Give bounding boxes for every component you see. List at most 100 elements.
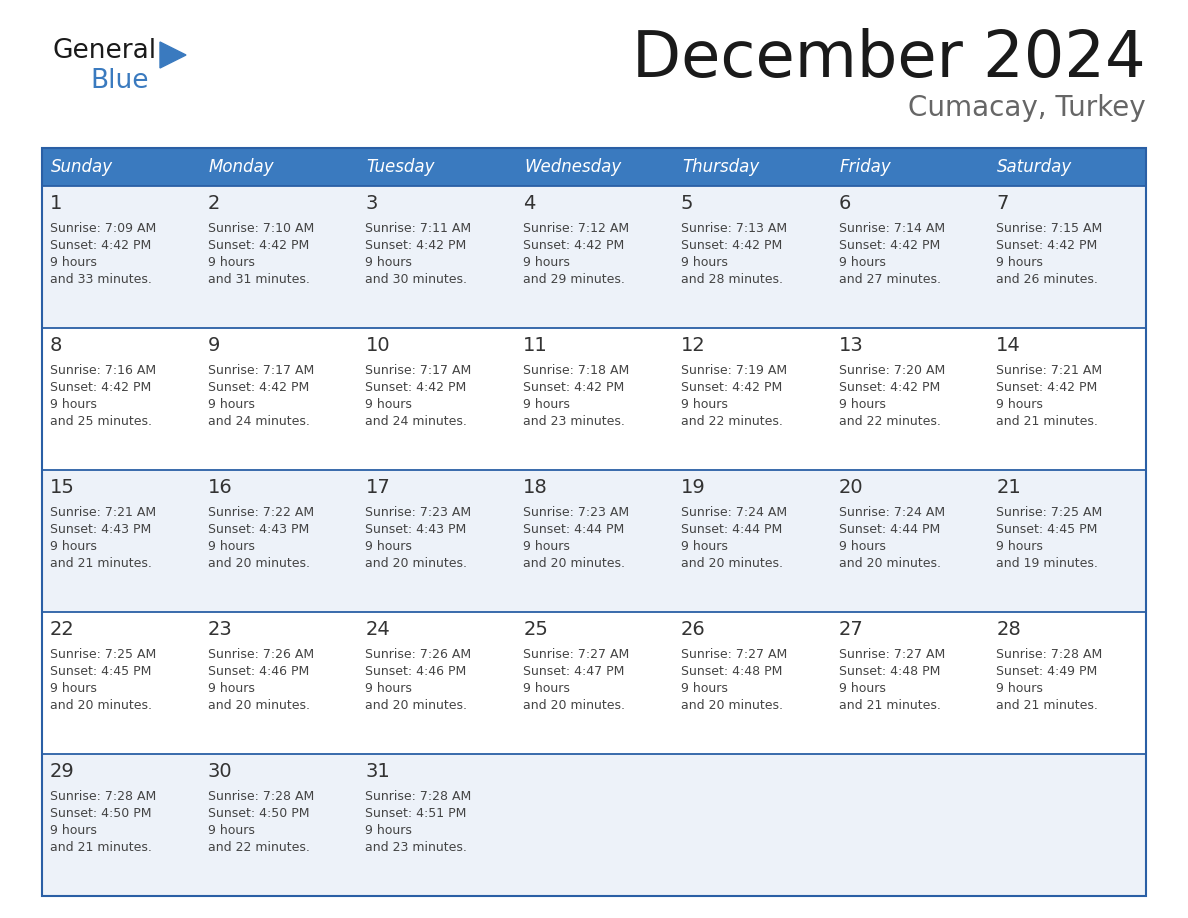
Text: 9 hours: 9 hours (839, 398, 885, 411)
Text: 9 hours: 9 hours (997, 398, 1043, 411)
Text: Sunset: 4:42 PM: Sunset: 4:42 PM (839, 239, 940, 252)
Text: Sunset: 4:42 PM: Sunset: 4:42 PM (997, 381, 1098, 394)
Text: Sunset: 4:42 PM: Sunset: 4:42 PM (523, 381, 625, 394)
Text: Sunrise: 7:21 AM: Sunrise: 7:21 AM (50, 506, 156, 519)
Bar (42, 328, 1146, 470)
Text: 9 hours: 9 hours (208, 398, 254, 411)
Text: Sunset: 4:43 PM: Sunset: 4:43 PM (50, 523, 151, 536)
Text: 9 hours: 9 hours (208, 682, 254, 695)
Text: Sunset: 4:42 PM: Sunset: 4:42 PM (523, 239, 625, 252)
Text: and 20 minutes.: and 20 minutes. (681, 699, 783, 712)
Text: 27: 27 (839, 620, 864, 639)
Bar (42, 470, 1146, 612)
Text: and 20 minutes.: and 20 minutes. (208, 699, 310, 712)
Text: 6: 6 (839, 194, 851, 213)
Text: 9 hours: 9 hours (681, 398, 728, 411)
Text: Sunset: 4:46 PM: Sunset: 4:46 PM (208, 665, 309, 678)
Text: and 22 minutes.: and 22 minutes. (208, 841, 310, 854)
Text: Sunrise: 7:21 AM: Sunrise: 7:21 AM (997, 364, 1102, 377)
Text: 8: 8 (50, 336, 63, 355)
Text: Sunrise: 7:16 AM: Sunrise: 7:16 AM (50, 364, 156, 377)
Text: 22: 22 (50, 620, 75, 639)
Text: 9 hours: 9 hours (523, 398, 570, 411)
Bar (42, 186, 1146, 328)
Text: 9 hours: 9 hours (681, 256, 728, 269)
Text: Sunrise: 7:25 AM: Sunrise: 7:25 AM (997, 506, 1102, 519)
Text: Sunset: 4:50 PM: Sunset: 4:50 PM (208, 807, 309, 820)
Text: 28: 28 (997, 620, 1020, 639)
Text: 24: 24 (366, 620, 390, 639)
Text: 9 hours: 9 hours (366, 256, 412, 269)
Text: Sunrise: 7:14 AM: Sunrise: 7:14 AM (839, 222, 944, 235)
Text: Sunrise: 7:23 AM: Sunrise: 7:23 AM (523, 506, 630, 519)
Text: 9 hours: 9 hours (997, 256, 1043, 269)
Text: 3: 3 (366, 194, 378, 213)
Text: and 28 minutes.: and 28 minutes. (681, 273, 783, 286)
Text: Sunrise: 7:28 AM: Sunrise: 7:28 AM (997, 648, 1102, 661)
Text: 15: 15 (50, 478, 75, 497)
Text: Sunrise: 7:18 AM: Sunrise: 7:18 AM (523, 364, 630, 377)
Text: 18: 18 (523, 478, 548, 497)
Text: and 23 minutes.: and 23 minutes. (366, 841, 467, 854)
Text: Sunrise: 7:24 AM: Sunrise: 7:24 AM (681, 506, 786, 519)
Text: Sunset: 4:42 PM: Sunset: 4:42 PM (208, 239, 309, 252)
Text: 21: 21 (997, 478, 1020, 497)
Text: Sunset: 4:45 PM: Sunset: 4:45 PM (50, 665, 151, 678)
Text: Sunrise: 7:28 AM: Sunrise: 7:28 AM (366, 790, 472, 803)
Text: Sunset: 4:42 PM: Sunset: 4:42 PM (50, 239, 151, 252)
Text: Sunrise: 7:28 AM: Sunrise: 7:28 AM (208, 790, 314, 803)
Text: and 20 minutes.: and 20 minutes. (681, 557, 783, 570)
Text: Sunset: 4:44 PM: Sunset: 4:44 PM (681, 523, 782, 536)
Text: Thursday: Thursday (682, 158, 759, 176)
Text: 9 hours: 9 hours (50, 398, 97, 411)
Text: Sunset: 4:42 PM: Sunset: 4:42 PM (366, 239, 467, 252)
Text: 26: 26 (681, 620, 706, 639)
Text: December 2024: December 2024 (632, 28, 1146, 90)
Text: Tuesday: Tuesday (366, 158, 435, 176)
Text: Sunset: 4:50 PM: Sunset: 4:50 PM (50, 807, 152, 820)
Text: Sunrise: 7:27 AM: Sunrise: 7:27 AM (839, 648, 944, 661)
Text: Sunset: 4:44 PM: Sunset: 4:44 PM (523, 523, 625, 536)
Text: Sunset: 4:42 PM: Sunset: 4:42 PM (839, 381, 940, 394)
Text: 9 hours: 9 hours (50, 682, 97, 695)
Text: Sunset: 4:45 PM: Sunset: 4:45 PM (997, 523, 1098, 536)
Text: Sunset: 4:46 PM: Sunset: 4:46 PM (366, 665, 467, 678)
Text: and 21 minutes.: and 21 minutes. (997, 699, 1098, 712)
Text: 10: 10 (366, 336, 390, 355)
Text: Cumacay, Turkey: Cumacay, Turkey (909, 94, 1146, 122)
Text: and 21 minutes.: and 21 minutes. (839, 699, 941, 712)
Text: 4: 4 (523, 194, 536, 213)
Text: and 24 minutes.: and 24 minutes. (208, 415, 310, 428)
Text: and 27 minutes.: and 27 minutes. (839, 273, 941, 286)
Text: and 20 minutes.: and 20 minutes. (839, 557, 941, 570)
Text: 9 hours: 9 hours (208, 256, 254, 269)
Text: Sunset: 4:44 PM: Sunset: 4:44 PM (839, 523, 940, 536)
Text: Blue: Blue (90, 68, 148, 94)
Text: 17: 17 (366, 478, 390, 497)
Text: 9 hours: 9 hours (366, 540, 412, 553)
Text: and 21 minutes.: and 21 minutes. (50, 841, 152, 854)
Text: 29: 29 (50, 762, 75, 781)
Text: Sunrise: 7:09 AM: Sunrise: 7:09 AM (50, 222, 157, 235)
Text: 9 hours: 9 hours (839, 682, 885, 695)
Text: 11: 11 (523, 336, 548, 355)
Text: Sunset: 4:42 PM: Sunset: 4:42 PM (208, 381, 309, 394)
Text: 13: 13 (839, 336, 864, 355)
Text: Sunrise: 7:24 AM: Sunrise: 7:24 AM (839, 506, 944, 519)
Text: Sunset: 4:42 PM: Sunset: 4:42 PM (997, 239, 1098, 252)
Text: 7: 7 (997, 194, 1009, 213)
Text: Sunset: 4:42 PM: Sunset: 4:42 PM (681, 381, 782, 394)
Text: and 31 minutes.: and 31 minutes. (208, 273, 310, 286)
Text: 31: 31 (366, 762, 390, 781)
Text: 9 hours: 9 hours (208, 540, 254, 553)
Text: and 20 minutes.: and 20 minutes. (523, 699, 625, 712)
Text: 9 hours: 9 hours (366, 398, 412, 411)
Text: 9 hours: 9 hours (681, 540, 728, 553)
Text: 23: 23 (208, 620, 233, 639)
Text: Sunrise: 7:27 AM: Sunrise: 7:27 AM (523, 648, 630, 661)
Text: 30: 30 (208, 762, 233, 781)
Text: and 22 minutes.: and 22 minutes. (839, 415, 941, 428)
Text: 19: 19 (681, 478, 706, 497)
Text: Sunrise: 7:13 AM: Sunrise: 7:13 AM (681, 222, 786, 235)
Text: Sunrise: 7:19 AM: Sunrise: 7:19 AM (681, 364, 786, 377)
